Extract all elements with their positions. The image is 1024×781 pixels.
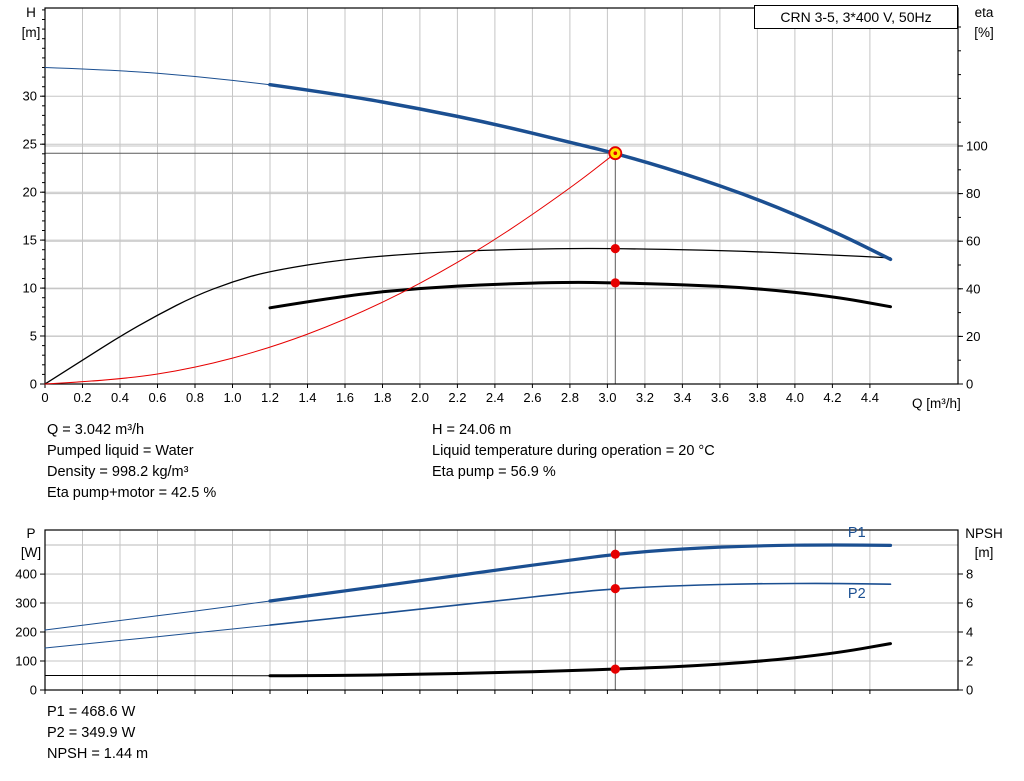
p1-dot [610,549,620,559]
svg-text:2.4: 2.4 [486,390,504,405]
axis-tick-labels: 0 0.2 0.4 0.6 0.8 1.0 1.2 1.4 1.6 1.8 2.0 2.2 2.4 2.6… [23,89,988,405]
power-axis-title-p: P [26,526,36,541]
right-axis-title-eta: eta [974,5,994,20]
svg-text:3.8: 3.8 [748,390,766,405]
npsh-curve [268,642,892,678]
p1-curve [268,543,893,603]
qh-curve [44,67,271,86]
svg-text:2.0: 2.0 [411,390,429,405]
svg-text:0: 0 [30,683,37,698]
npsh-axis-title: NPSH [965,526,1003,541]
axis-tick-labels: 0 100 200 300 400 0 2 4 6 8 [15,567,973,698]
svg-text:1.0: 1.0 [223,390,241,405]
svg-text:300: 300 [15,596,37,611]
right-axis-unit-pct: [%] [974,25,994,40]
readout-p1: P1 = 468.6 W [47,704,136,720]
plot-frame [44,7,959,385]
p2-curve [269,582,892,626]
p1-curve-label: P1 [848,525,866,541]
svg-text:8: 8 [966,567,973,582]
svg-text:30: 30 [23,89,37,104]
left-axis-unit-m: [m] [21,25,41,40]
power-npsh-plot: 0 100 200 300 400 0 2 4 6 8 P1 P2 [15,525,973,697]
eta-pump-motor-dot [610,278,620,288]
eta-pump-motor-curve [268,280,892,310]
readout-flow: Q = 3.042 m³/h [47,422,145,438]
p2-curve-label: P2 [848,586,866,602]
gridlines [45,530,958,690]
svg-text:60: 60 [966,234,980,249]
readout-p2: P2 = 349.9 W [47,725,136,741]
svg-text:5: 5 [30,329,37,344]
svg-text:0: 0 [41,390,48,405]
svg-text:0.2: 0.2 [73,390,91,405]
eta-pump-dot [610,244,620,254]
svg-text:80: 80 [966,186,980,201]
svg-text:3.2: 3.2 [636,390,654,405]
plot-frame [44,529,959,691]
power-axis-unit-w: [W] [20,545,42,560]
p1-curve [44,600,271,631]
svg-text:10: 10 [23,281,37,296]
svg-text:100: 100 [15,654,37,669]
svg-text:0.4: 0.4 [111,390,129,405]
svg-text:20: 20 [966,329,980,344]
svg-text:200: 200 [15,625,37,640]
svg-text:2: 2 [966,654,973,669]
svg-text:6: 6 [966,596,973,611]
npsh-dot [610,664,620,674]
svg-text:100: 100 [966,139,988,154]
eta-pump-curve [44,247,892,385]
svg-text:4: 4 [966,625,973,640]
svg-text:15: 15 [23,233,37,248]
svg-text:1.8: 1.8 [373,390,391,405]
svg-text:0.6: 0.6 [148,390,166,405]
svg-text:400: 400 [15,567,37,582]
qh-curve [268,82,893,262]
svg-text:1.2: 1.2 [261,390,279,405]
readout-eta-pump: Eta pump = 56.9 % [432,464,556,480]
npsh-axis-unit-m: [m] [974,545,994,560]
readout-block-bottom: P1 = 468.6 W P2 = 349.9 W NPSH = 1.44 m [47,702,148,765]
readout-head: H = 24.06 m [432,422,512,438]
svg-text:40: 40 [966,281,980,296]
x-axis-unit-label: Q [m³/h] [912,396,961,411]
svg-text:0: 0 [30,377,37,392]
readout-liquid-temp: Liquid temperature during operation = 20… [432,443,715,459]
svg-text:25: 25 [23,137,37,152]
svg-text:4.2: 4.2 [823,390,841,405]
svg-text:0: 0 [966,683,973,698]
svg-text:3.4: 3.4 [673,390,691,405]
svg-text:1.4: 1.4 [298,390,316,405]
p2-curve [44,624,271,649]
qh-eta-plot: 0 0.2 0.4 0.6 0.8 1.0 1.2 1.4 1.6 1.8 2.0 2.2 2.4 2.6… [23,7,988,405]
p2-dot [610,584,620,594]
svg-text:1.6: 1.6 [336,390,354,405]
gridlines [45,8,958,384]
svg-text:3.0: 3.0 [598,390,616,405]
svg-text:0: 0 [966,377,973,392]
svg-text:20: 20 [23,185,37,200]
readout-eta-pump-motor: Eta pump+motor = 42.5 % [47,485,217,501]
svg-text:3.6: 3.6 [711,390,729,405]
readout-pumped-liquid: Pumped liquid = Water [47,443,194,459]
svg-text:0.8: 0.8 [186,390,204,405]
readout-block-right: H = 24.06 m Liquid temperature during op… [432,420,715,483]
svg-text:4.4: 4.4 [861,390,879,405]
pump-title-box: CRN 3-5, 3*400 V, 50Hz [754,5,958,29]
left-axis-title-h: H [26,5,36,20]
axis-ticks [40,9,963,388]
svg-text:4.0: 4.0 [786,390,804,405]
system-curve [44,152,616,385]
svg-text:2.2: 2.2 [448,390,466,405]
axis-ticks [40,573,963,694]
readout-npsh: NPSH = 1.44 m [47,746,149,762]
readout-density: Density = 998.2 kg/m³ [47,464,189,480]
operating-point-center [613,151,618,155]
readout-block-left: Q = 3.042 m³/h Pumped liquid = Water Den… [47,420,216,504]
svg-text:2.6: 2.6 [523,390,541,405]
svg-text:2.8: 2.8 [561,390,579,405]
